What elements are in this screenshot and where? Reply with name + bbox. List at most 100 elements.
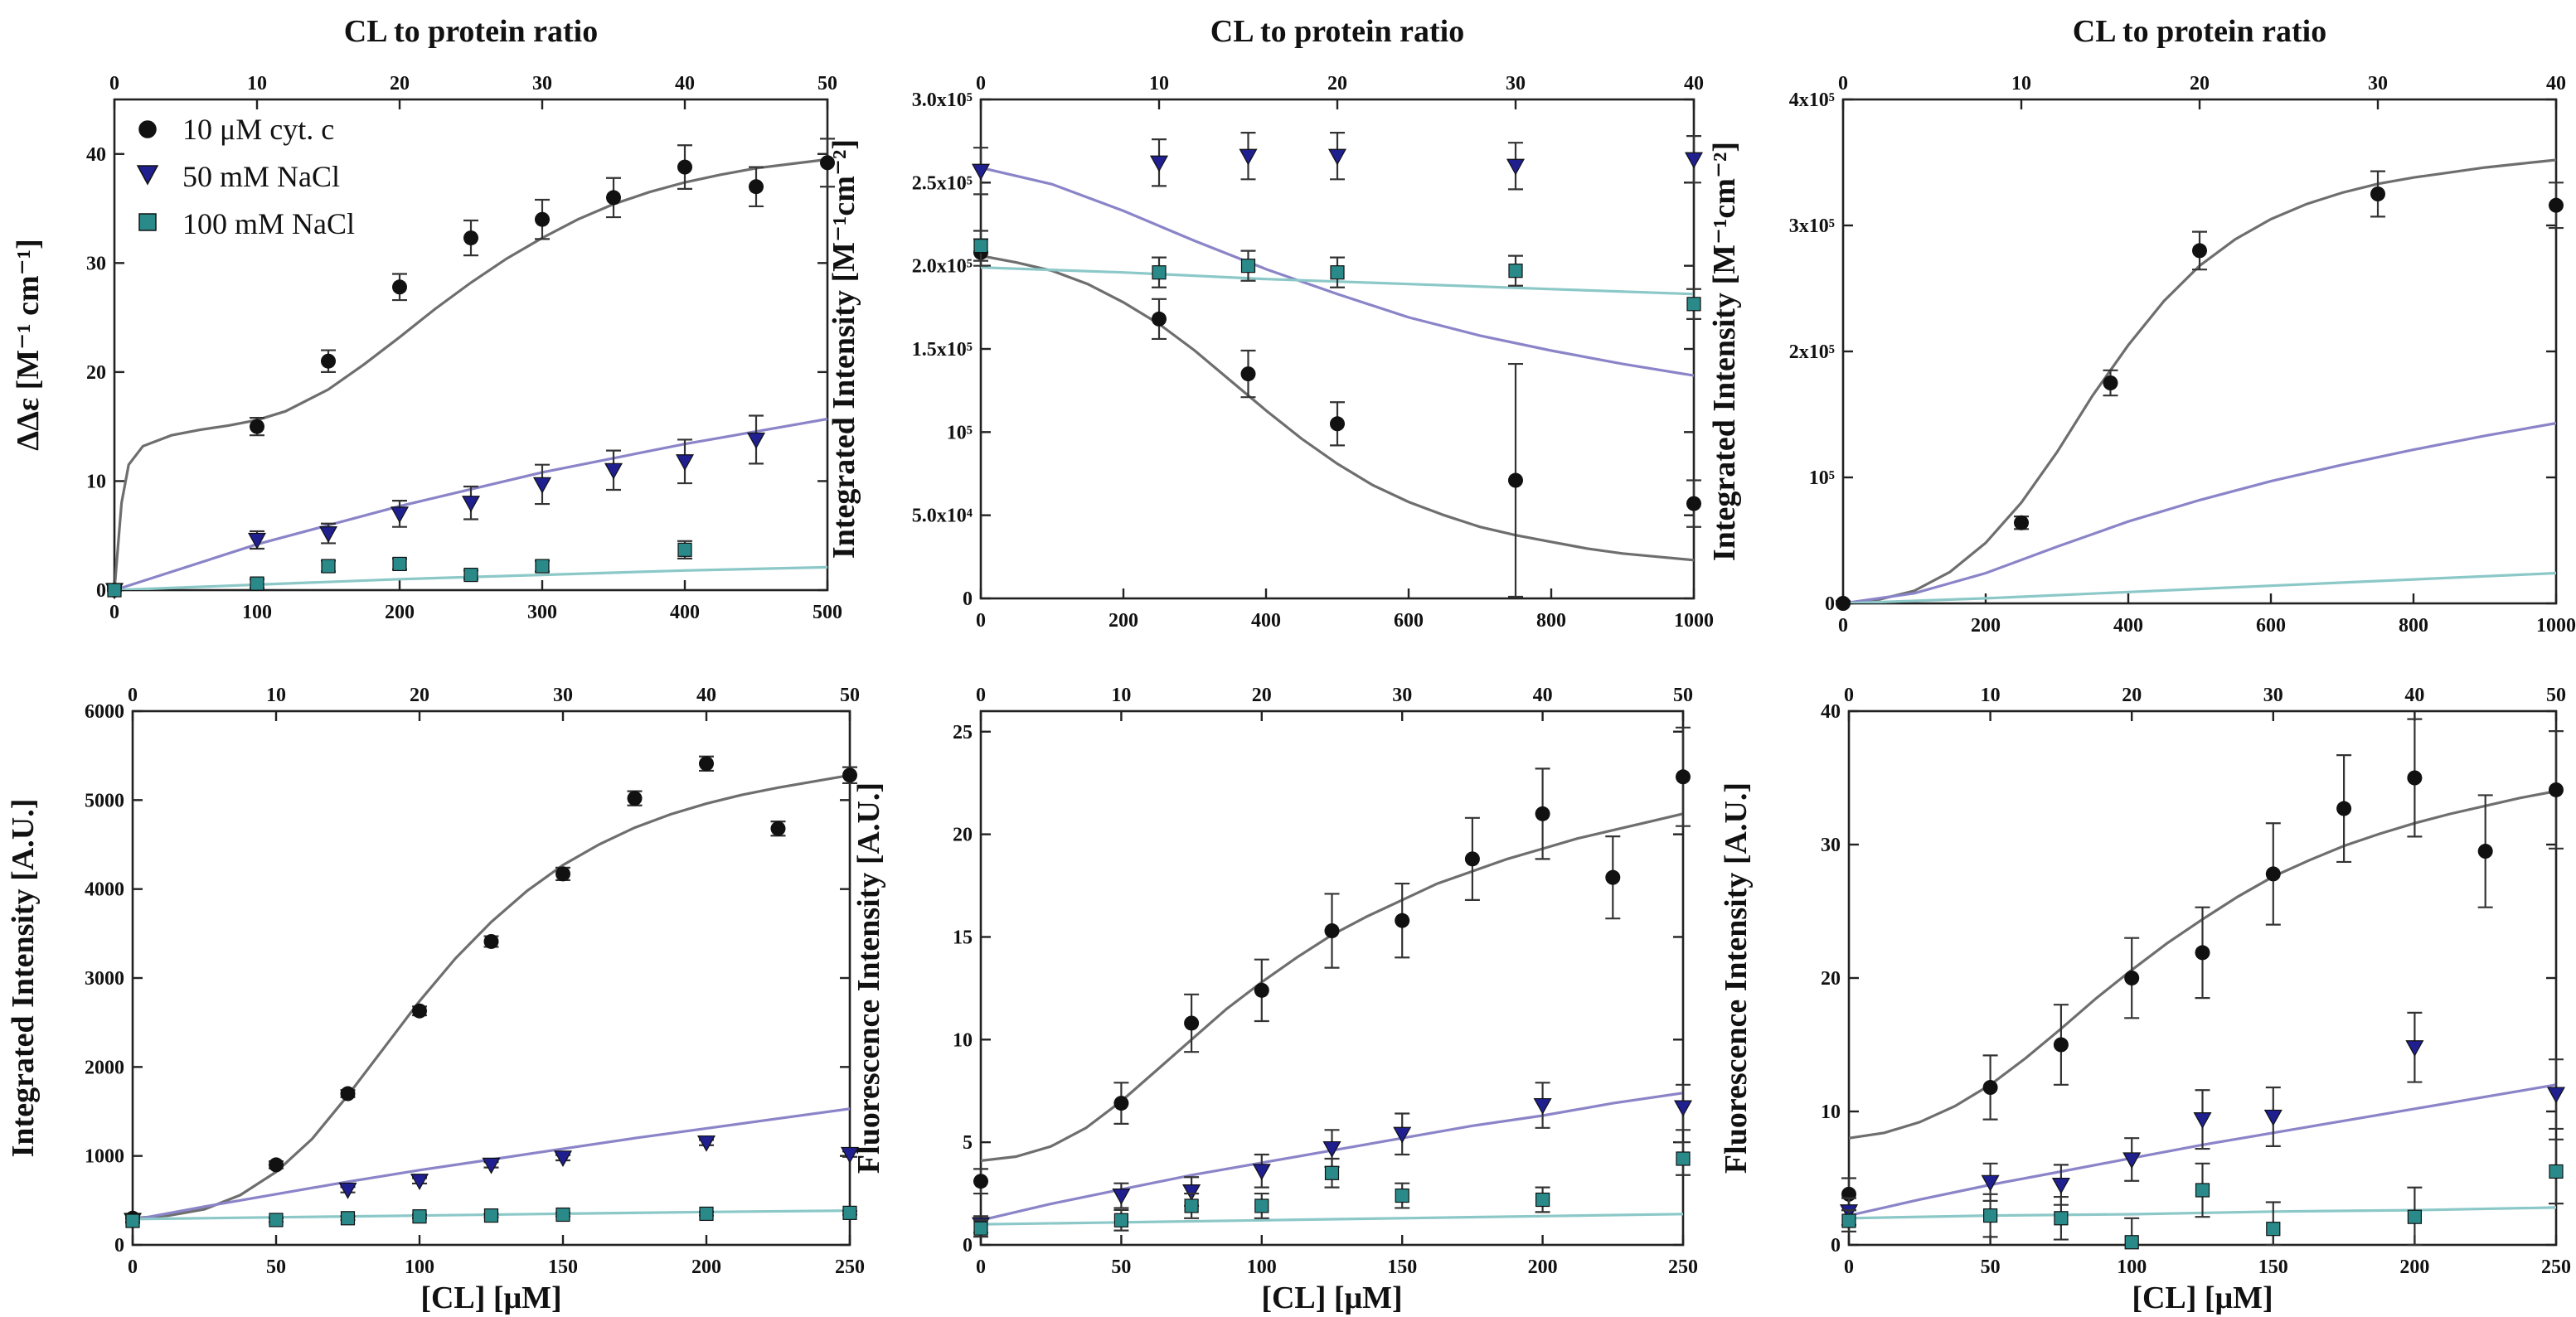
y-tick-label: 2x10⁵	[1789, 341, 1835, 363]
data-point-10uM	[749, 179, 764, 195]
data-point-100mM	[269, 1213, 284, 1227]
data-point-50mM	[1393, 1126, 1412, 1144]
data-point-10uM	[2192, 243, 2207, 259]
top-x-tick-label: 20	[1327, 73, 1347, 94]
data-point-10uM	[2336, 801, 2352, 816]
legend: 10 μM cyt. c 50 mM NaCl 100 mM NaCl	[136, 113, 355, 240]
x-tick-label: 50	[266, 1256, 286, 1278]
x-tick-label: 0	[976, 610, 986, 632]
x-tick-label: 0	[1844, 1256, 1854, 1278]
data-point-10uM	[770, 821, 786, 836]
y-tick-label: 40	[86, 144, 106, 166]
data-point-50mM	[696, 1135, 716, 1152]
y-tick-label: 30	[1821, 835, 1841, 856]
data-point-100mM	[1152, 265, 1167, 280]
x-tick-label: 100	[1247, 1256, 1277, 1278]
y-tick-label: 20	[86, 362, 106, 384]
fit-curve-10uM	[114, 157, 827, 590]
data-point-10uM	[269, 1157, 284, 1173]
y-tick-label: 10⁵	[947, 422, 973, 443]
y-tick-label: 3.0x10⁵	[912, 90, 973, 111]
y-tick-label: 0	[963, 1235, 973, 1256]
x-tick-label: 100	[2117, 1256, 2147, 1278]
top-x-tick-label: 20	[2122, 685, 2142, 706]
top-x-tick-label: 10	[1981, 685, 2001, 706]
data-point-10uM	[2124, 971, 2140, 985]
data-point-100mM	[2266, 1222, 2281, 1237]
data-point-10uM	[627, 791, 643, 806]
data-point-50mM	[1252, 1164, 1271, 1181]
data-point-10uM	[1324, 923, 1340, 939]
fit-curve-10uM	[1843, 158, 2556, 603]
y-tick-label: 30	[86, 253, 106, 274]
x-tick-label: 200	[2399, 1256, 2429, 1278]
data-point-100mM	[2549, 1164, 2564, 1179]
data-point-50mM	[1327, 148, 1347, 166]
data-point-10uM	[535, 211, 550, 227]
data-point-10uM	[1464, 851, 1480, 867]
data-point-10uM	[1240, 366, 1256, 382]
data-point-10uM	[699, 756, 714, 772]
x-tick-label: 1000	[2536, 615, 2576, 637]
data-point-100mM	[555, 1207, 570, 1223]
data-point-100mM	[2124, 1235, 2139, 1250]
data-point-10uM	[2014, 515, 2029, 530]
data-point-50mM	[461, 496, 481, 512]
data-point-10uM	[1508, 472, 1523, 488]
y-tick-label: 10	[86, 471, 106, 492]
x-tick-label: 200	[1109, 610, 1138, 632]
data-point-50mM	[482, 1157, 501, 1174]
top-x-tick-label: 40	[675, 73, 695, 94]
data-point-50mM	[247, 532, 267, 550]
top-x-tick-label: 20	[2190, 73, 2210, 94]
data-point-10uM	[2053, 1037, 2069, 1053]
top-x-tick-label: 10	[2011, 73, 2031, 94]
data-point-100mM	[340, 1211, 356, 1226]
x-axis-title: [CL] [μM]	[2132, 1281, 2273, 1315]
top-x-tick-label: 40	[696, 685, 716, 706]
data-point-100mM	[483, 1208, 499, 1223]
legend-label: 100 mM NaCl	[182, 207, 355, 240]
y-tick-label: 10⁵	[1809, 467, 1835, 489]
y-tick-label: 4000	[85, 879, 124, 901]
legend-label: 50 mM NaCl	[182, 160, 340, 193]
top-x-tick-label: 10	[1111, 685, 1131, 706]
top-x-tick-label: 10	[1149, 73, 1169, 94]
data-point-10uM	[412, 1003, 427, 1019]
x-tick-label: 800	[1536, 610, 1566, 632]
y-tick-label: 3000	[85, 968, 124, 990]
y-tick-label: 0	[1831, 1235, 1841, 1256]
data-point-10uM	[2103, 375, 2118, 390]
x-tick-label: 250	[1668, 1256, 1698, 1278]
data-point-100mM	[250, 576, 264, 591]
x-tick-label: 1000	[1674, 610, 1714, 632]
y-tick-label: 1.5x10⁵	[912, 339, 973, 361]
top-x-tick-label: 10	[266, 685, 286, 706]
data-point-100mM	[1395, 1188, 1409, 1203]
data-point-100mM	[392, 556, 407, 572]
top-x-tick-label: 0	[976, 685, 986, 706]
data-point-10uM	[1254, 982, 1269, 998]
legend-marker-square	[138, 213, 157, 231]
data-point-10uM	[2195, 945, 2210, 961]
top-axis-title: CL to protein ratio	[344, 14, 598, 49]
data-point-10uM	[1152, 311, 1167, 327]
data-point-50mM	[1239, 148, 1258, 166]
y-tick-label: 3x10⁵	[1789, 215, 1835, 237]
x-tick-label: 0	[1838, 615, 1848, 637]
fit-curve-10uM	[981, 254, 1694, 562]
x-tick-label: 150	[2258, 1256, 2288, 1278]
panel-fluorescence-bottom-middle: 0 50 100 150 200 250 0 10 20 30 40 50 0 5 10 15 20 25 [CL]…	[851, 685, 1698, 1315]
plot-frame	[1841, 98, 2558, 605]
y-axis-title: Integrated Intensity [M⁻¹cm⁻²]	[827, 139, 861, 559]
legend-marker-circle	[138, 120, 157, 138]
top-x-tick-label: 0	[128, 685, 138, 706]
y-axis-title: Integrated Intensity [A.U.]	[6, 799, 41, 1158]
fit-curve-100mM	[981, 1213, 1683, 1226]
x-tick-label: 0	[109, 602, 119, 623]
y-tick-label: 10	[953, 1029, 973, 1051]
x-tick-label: 400	[670, 602, 700, 623]
x-tick-label: 50	[1981, 1256, 2001, 1278]
